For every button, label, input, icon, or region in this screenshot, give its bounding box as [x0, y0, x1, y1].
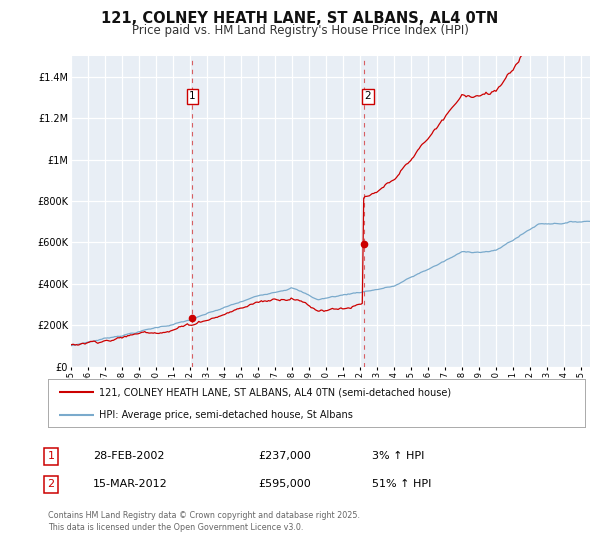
Text: 51% ↑ HPI: 51% ↑ HPI [372, 479, 431, 489]
Text: £237,000: £237,000 [258, 451, 311, 461]
Text: Price paid vs. HM Land Registry's House Price Index (HPI): Price paid vs. HM Land Registry's House … [131, 24, 469, 36]
Text: HPI: Average price, semi-detached house, St Albans: HPI: Average price, semi-detached house,… [99, 410, 353, 420]
Text: 1: 1 [189, 91, 196, 101]
Text: 2: 2 [365, 91, 371, 101]
Text: 121, COLNEY HEATH LANE, ST ALBANS, AL4 0TN (semi-detached house): 121, COLNEY HEATH LANE, ST ALBANS, AL4 0… [99, 388, 451, 398]
Text: 121, COLNEY HEATH LANE, ST ALBANS, AL4 0TN: 121, COLNEY HEATH LANE, ST ALBANS, AL4 0… [101, 11, 499, 26]
Text: 3% ↑ HPI: 3% ↑ HPI [372, 451, 424, 461]
Text: 15-MAR-2012: 15-MAR-2012 [93, 479, 168, 489]
Text: Contains HM Land Registry data © Crown copyright and database right 2025.
This d: Contains HM Land Registry data © Crown c… [48, 511, 360, 531]
Text: 2: 2 [47, 479, 55, 489]
Text: 1: 1 [47, 451, 55, 461]
Text: £595,000: £595,000 [258, 479, 311, 489]
Text: 28-FEB-2002: 28-FEB-2002 [93, 451, 164, 461]
